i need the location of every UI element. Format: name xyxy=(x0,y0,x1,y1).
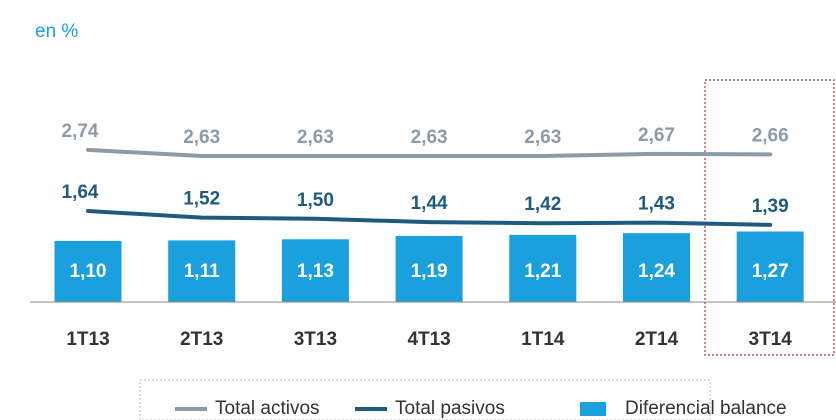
line xyxy=(86,147,773,159)
bar-label: 1,21 xyxy=(524,261,561,282)
bar xyxy=(736,231,804,302)
bar-label: 1,13 xyxy=(297,261,334,282)
legend-label: Diferencial balance xyxy=(625,398,787,419)
bar-label: 1,11 xyxy=(184,261,220,282)
line xyxy=(86,208,773,227)
bar xyxy=(395,235,463,302)
line-label: 2,74 xyxy=(62,121,99,142)
legend-box xyxy=(139,379,711,420)
chart-subtitle: en % xyxy=(35,21,78,42)
line-label: 2,63 xyxy=(297,127,334,148)
line-label: 2,63 xyxy=(183,127,220,148)
x-tick-label: 3T14 xyxy=(749,329,793,350)
x-tick-label: 1T13 xyxy=(66,329,109,350)
bar xyxy=(623,233,690,302)
legend-swatch xyxy=(580,402,606,416)
line-label: 2,63 xyxy=(411,127,448,148)
line-label: 1,42 xyxy=(524,194,561,215)
line-label: 1,52 xyxy=(183,189,220,210)
legend-label: Total activos xyxy=(215,398,320,419)
line-label: 2,66 xyxy=(752,125,789,146)
x-tick-label: 4T13 xyxy=(407,329,450,350)
line-label: 1,64 xyxy=(62,182,99,203)
legend-label: Total pasivos xyxy=(395,398,505,419)
bar xyxy=(54,240,122,302)
bar xyxy=(168,240,236,302)
x-tick-label: 3T13 xyxy=(294,329,337,350)
line-label: 1,43 xyxy=(638,194,675,215)
highlight-box xyxy=(704,79,835,356)
bar-label: 1,10 xyxy=(70,261,107,282)
bar xyxy=(281,239,349,302)
bar-label: 1,24 xyxy=(638,261,675,282)
line-label: 1,50 xyxy=(297,190,334,211)
bar xyxy=(509,234,577,302)
x-tick-label: 2T14 xyxy=(635,329,679,350)
line-label: 1,39 xyxy=(752,196,789,217)
x-tick-label: 2T13 xyxy=(180,329,223,350)
bar-label: 1,19 xyxy=(411,261,448,282)
line-label: 2,63 xyxy=(524,127,561,148)
line-label: 2,67 xyxy=(638,125,675,146)
line-label: 1,44 xyxy=(411,193,448,214)
x-tick-label: 1T14 xyxy=(521,329,565,350)
bar-label: 1,27 xyxy=(752,261,789,282)
